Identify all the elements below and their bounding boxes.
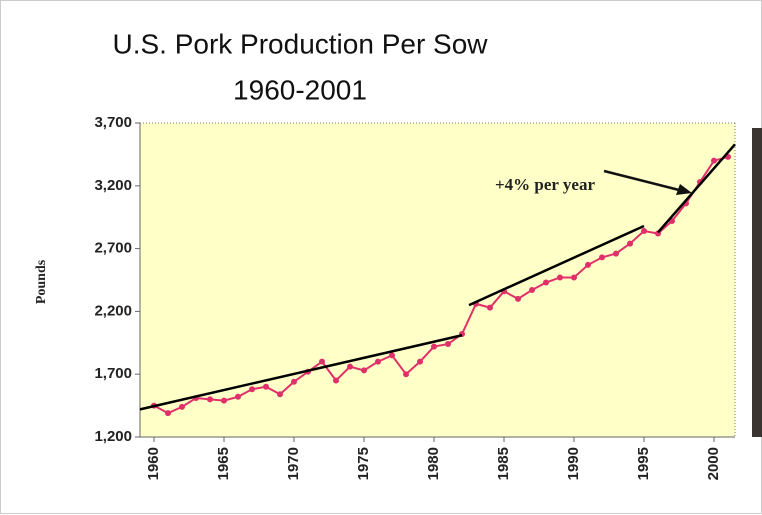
data-point [277,391,283,398]
y-tick-label: 3,700 [94,114,132,131]
trend-line [657,143,736,234]
annotation-arrowhead [676,184,692,195]
data-point [613,250,619,257]
y-axis-label: Pounds [34,259,49,304]
x-tick-label: 1980 [425,447,442,480]
data-point [529,287,535,294]
x-tick-label: 2000 [705,447,722,480]
y-tick-label: 1,700 [94,365,132,382]
data-point [571,274,577,281]
data-point [235,393,241,400]
data-point [249,386,255,393]
data-point [417,358,423,365]
data-point [711,157,717,164]
data-point [627,240,633,247]
data-point [599,254,605,261]
x-tick-label: 1995 [635,447,652,480]
data-point [515,295,521,302]
data-point [487,304,493,311]
photo [752,128,762,437]
y-tick-label: 2,200 [94,302,132,319]
data-point [319,358,325,365]
data-point [221,397,227,404]
data-point [361,367,367,374]
data-point [641,228,647,235]
data-point [263,383,269,390]
y-tick-label: 3,200 [94,177,132,194]
annotation: +4% per year [495,175,595,194]
data-point [431,343,437,350]
x-tick-label: 1965 [215,447,232,480]
plot-area [140,123,735,437]
data-point [557,274,563,281]
annotation-arrow [603,169,684,193]
data-point [207,396,213,403]
x-tick-label: 1960 [145,447,162,480]
data-point [333,377,339,384]
y-tick-label: 2,700 [94,240,132,257]
data-point [389,352,395,359]
data-point [403,371,409,378]
x-tick-label: 1985 [495,447,512,480]
data-point [179,403,185,410]
x-tick-label: 1990 [565,447,582,480]
data-point [585,261,591,268]
chart-title: U.S. Pork Production Per Sow [112,28,488,59]
trend-line [468,224,645,307]
data-point [347,363,353,370]
x-tick-label: 1970 [285,447,302,480]
trend-line [139,334,463,411]
data-point [375,358,381,365]
y-tick-label: 1,200 [94,428,132,445]
data-point [543,279,549,286]
chart-subtitle: 1960-2001 [233,74,367,105]
x-tick-label: 1975 [355,447,372,480]
data-point [445,341,451,348]
data-point [291,378,297,385]
data-point [165,410,171,417]
